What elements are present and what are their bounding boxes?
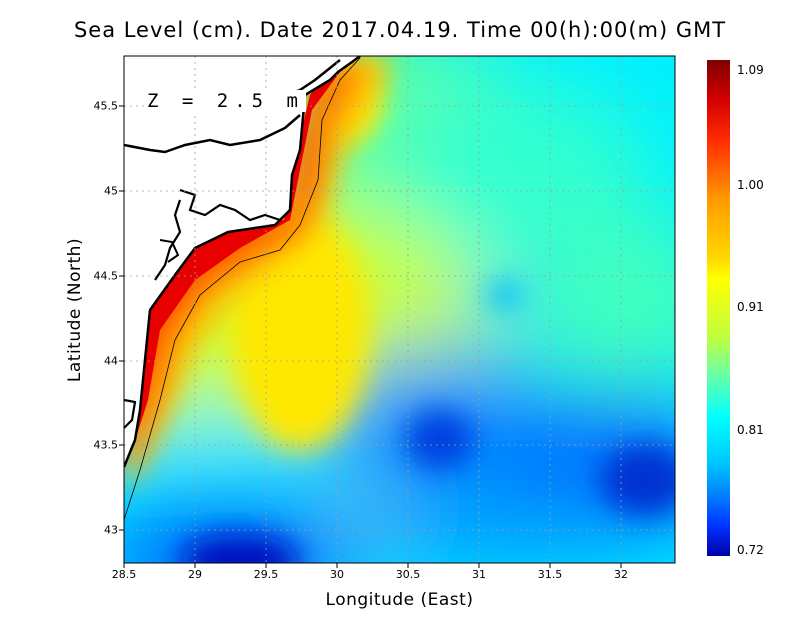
x-tick-label: 30.5 bbox=[395, 568, 421, 581]
colorbar-label: 0.91 bbox=[737, 300, 764, 314]
y-tick-label: 44.5 bbox=[93, 269, 119, 283]
colorbar-label: 0.81 bbox=[737, 423, 764, 437]
x-tick-label: 32 bbox=[614, 568, 628, 581]
y-tick-label: 43.5 bbox=[93, 438, 119, 452]
x-tick-label: 31.5 bbox=[537, 568, 563, 581]
map-title: Sea Level (cm). Date 2017.04.19. Time 00… bbox=[73, 18, 727, 42]
x-tick-label: 29.5 bbox=[253, 568, 279, 581]
y-tick-label: 43 bbox=[104, 523, 118, 537]
colorbar-label: 0.72 bbox=[737, 543, 764, 557]
x-axis-label: Longitude (East) bbox=[325, 590, 474, 610]
colorbar-label: 1.09 bbox=[737, 63, 764, 77]
grid-lines bbox=[124, 56, 675, 563]
y-tick-label: 45.5 bbox=[93, 99, 119, 113]
colorbar-label: 1.00 bbox=[737, 178, 764, 192]
contour-line bbox=[124, 57, 361, 521]
x-tick-label: 31 bbox=[472, 568, 486, 581]
x-tick-label: 29 bbox=[188, 568, 202, 581]
x-tick-label: 28.5 bbox=[111, 568, 137, 581]
x-tick-label: 30 bbox=[330, 568, 344, 581]
y-axis-label: Latitude (North) bbox=[65, 237, 85, 383]
land-area bbox=[124, 56, 360, 470]
plot-frame bbox=[123, 55, 676, 564]
depth-label: Z = 2.5 m bbox=[145, 90, 306, 112]
coastline bbox=[124, 56, 361, 468]
y-tick-label: 44 bbox=[104, 354, 118, 368]
colorbar bbox=[707, 60, 730, 556]
y-tick-label: 45 bbox=[104, 184, 118, 198]
